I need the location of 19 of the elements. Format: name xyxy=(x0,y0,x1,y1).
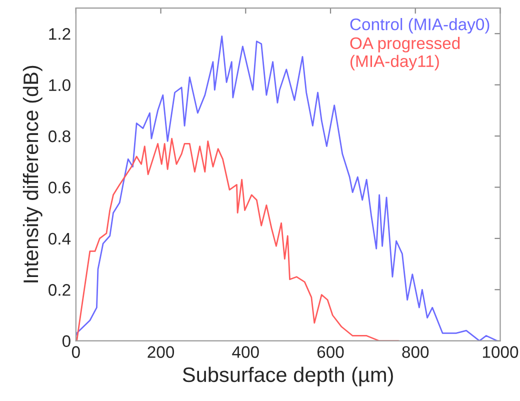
text: OA progressed (MIA-day11) xyxy=(350,36,460,70)
y-tick-label: 0.8 xyxy=(48,130,70,142)
y-tick-label: 0.4 xyxy=(48,232,71,245)
y-tick-label: 1.2 xyxy=(49,28,70,40)
y-tick-label: 1.0 xyxy=(49,79,70,92)
y-tick-label: 0.6 xyxy=(48,182,70,194)
x-tick-label: 200 xyxy=(148,346,174,358)
text: Control (MIA-day0) xyxy=(350,18,490,34)
x-tick-label: 800 xyxy=(402,346,429,358)
x-tick-label: 600 xyxy=(317,346,344,358)
y-tick-label: 0.2 xyxy=(48,284,70,296)
x-tick-label: 0 xyxy=(72,346,80,358)
y-tick-label: 0 xyxy=(62,335,70,348)
y-axis-title: Intensity difference (dB) xyxy=(22,66,42,282)
x-axis-title: Subsurface depth (µm) xyxy=(182,366,393,386)
x-tick-label: 1000 xyxy=(482,346,518,358)
line-series xyxy=(76,138,400,341)
x-tick-label: 400 xyxy=(232,346,259,358)
line-series xyxy=(76,35,498,341)
